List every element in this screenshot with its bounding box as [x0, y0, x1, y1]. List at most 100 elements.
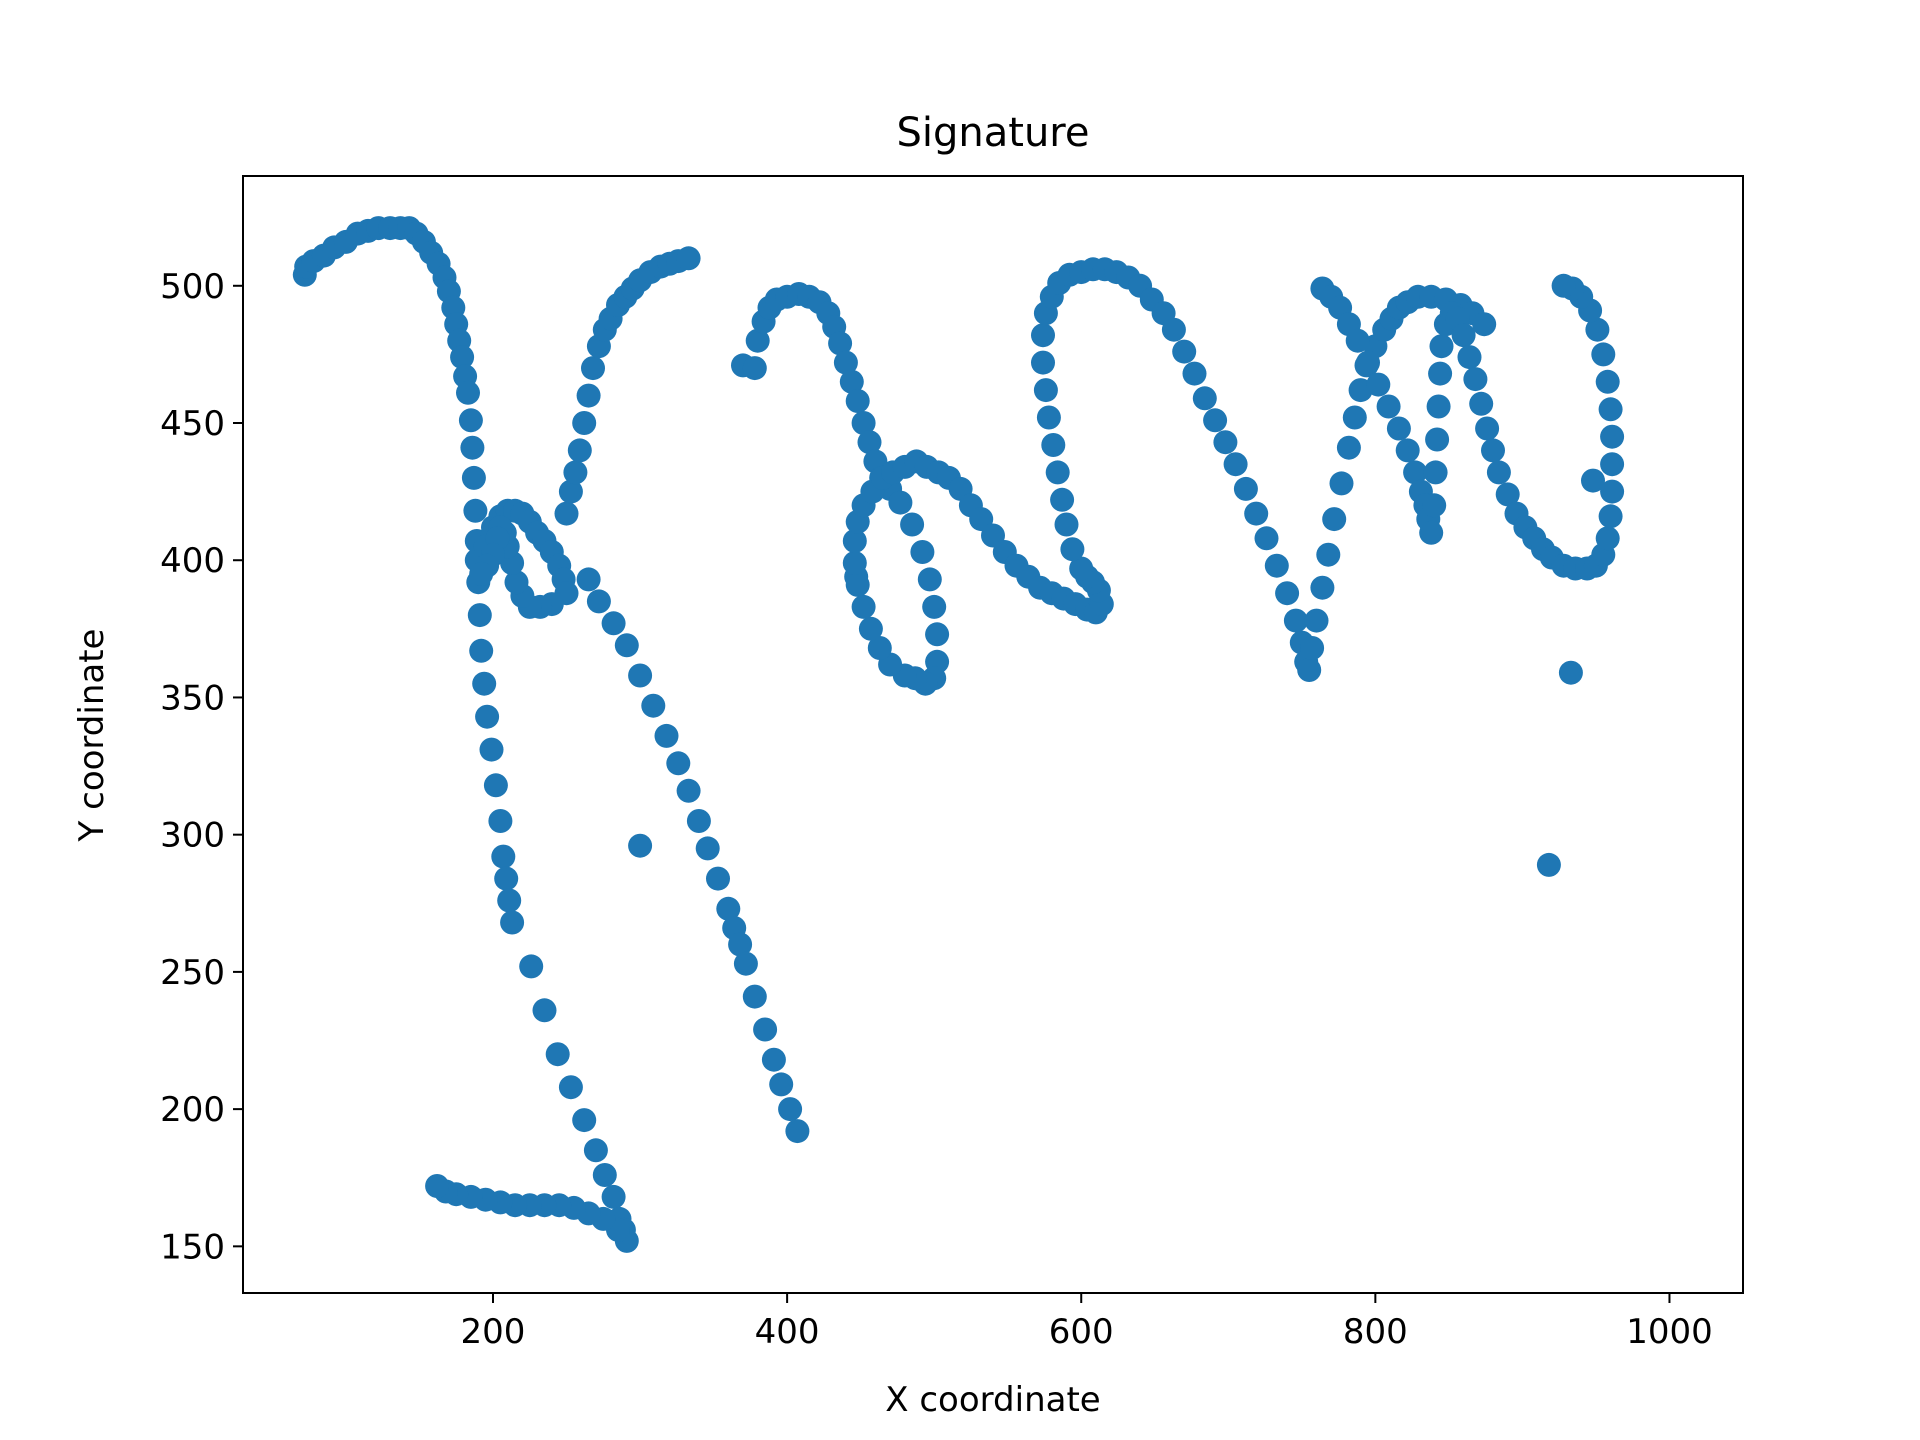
data-point — [1297, 658, 1322, 682]
plot-frame — [242, 175, 1744, 1294]
data-point — [463, 498, 488, 523]
y-tick-label: 450 — [160, 404, 225, 444]
data-point — [1275, 581, 1300, 606]
data-point — [1041, 433, 1066, 457]
data-point — [842, 529, 867, 553]
data-point — [519, 954, 544, 979]
data-point — [851, 594, 876, 619]
data-point — [563, 460, 588, 485]
data-point — [483, 773, 508, 798]
data-point — [1463, 367, 1488, 392]
data-point — [494, 866, 519, 891]
data-point — [1428, 361, 1453, 386]
data-point — [1345, 328, 1370, 353]
data-point — [576, 567, 601, 592]
x-tick-label: 600 — [1049, 1312, 1114, 1352]
data-point — [728, 932, 753, 957]
x-tick-label: 200 — [461, 1312, 526, 1352]
data-point — [469, 561, 494, 586]
data-point — [1486, 460, 1511, 485]
data-point — [845, 572, 870, 597]
data-point — [1223, 452, 1248, 477]
data-point — [1585, 317, 1610, 342]
data-point — [504, 570, 529, 595]
data-point — [554, 501, 579, 526]
data-point — [1192, 386, 1217, 411]
data-point — [583, 1138, 608, 1163]
data-point — [1595, 369, 1620, 394]
y-tick-label: 500 — [160, 267, 225, 307]
data-point — [1451, 323, 1476, 348]
data-point — [888, 490, 913, 515]
data-point — [601, 611, 626, 636]
data-point — [917, 567, 942, 592]
data-point — [1422, 493, 1447, 518]
data-point — [497, 888, 522, 913]
data-point — [456, 380, 480, 405]
data-point — [867, 636, 892, 660]
data-point — [450, 345, 475, 370]
data-point — [1329, 471, 1354, 496]
data-point — [1316, 542, 1341, 567]
data-point — [491, 844, 516, 869]
y-axis-ticks: 150 200 250 300 350 400 450 500 — [160, 267, 243, 1267]
data-point — [706, 866, 730, 891]
data-point — [845, 389, 870, 413]
data-point — [842, 551, 867, 575]
data-point — [1069, 556, 1094, 581]
data-point — [460, 435, 485, 460]
y-tick-label: 150 — [160, 1227, 225, 1267]
data-point — [716, 896, 741, 921]
data-point — [1336, 435, 1361, 460]
data-point — [1283, 608, 1308, 633]
data-point — [900, 512, 925, 537]
data-point — [1254, 526, 1279, 551]
data-point — [567, 438, 592, 463]
data-point — [733, 951, 758, 976]
data-point — [1304, 608, 1329, 633]
data-points — [292, 216, 1625, 1253]
data-point — [572, 411, 597, 435]
data-point — [1033, 378, 1058, 403]
data-point — [558, 479, 583, 504]
data-point — [742, 356, 767, 381]
x-axis-label: X coordinate — [885, 1380, 1100, 1420]
data-point — [1551, 273, 1576, 298]
data-point — [479, 737, 504, 762]
data-point — [576, 383, 601, 408]
data-point — [1386, 416, 1411, 441]
data-point — [1598, 504, 1623, 529]
data-point — [1600, 479, 1625, 504]
data-point — [1322, 507, 1347, 532]
data-point — [1366, 372, 1391, 397]
data-point — [778, 1097, 803, 1122]
data-point — [1426, 394, 1451, 419]
chart-title: Signature — [897, 110, 1090, 156]
data-point — [1536, 852, 1561, 877]
data-point — [558, 1075, 583, 1100]
data-point — [1161, 317, 1186, 342]
data-point — [1423, 460, 1448, 485]
data-point — [1600, 452, 1625, 477]
data-point — [785, 1119, 810, 1144]
data-point — [1591, 342, 1616, 367]
data-point — [1469, 391, 1494, 416]
data-point — [1045, 460, 1070, 485]
x-tick-label: 800 — [1343, 1312, 1408, 1352]
data-point — [475, 704, 500, 729]
data-point — [1475, 416, 1500, 441]
data-point — [1429, 334, 1454, 359]
data-point — [425, 1174, 450, 1198]
data-point — [1203, 408, 1228, 433]
data-point — [1472, 312, 1497, 337]
data-point — [461, 465, 486, 490]
data-point — [922, 594, 947, 619]
data-point — [1300, 636, 1325, 660]
data-point — [1182, 361, 1207, 386]
data-point — [742, 984, 767, 1009]
y-tick-label: 250 — [160, 953, 225, 993]
data-point — [628, 663, 653, 688]
data-point — [1031, 350, 1055, 375]
